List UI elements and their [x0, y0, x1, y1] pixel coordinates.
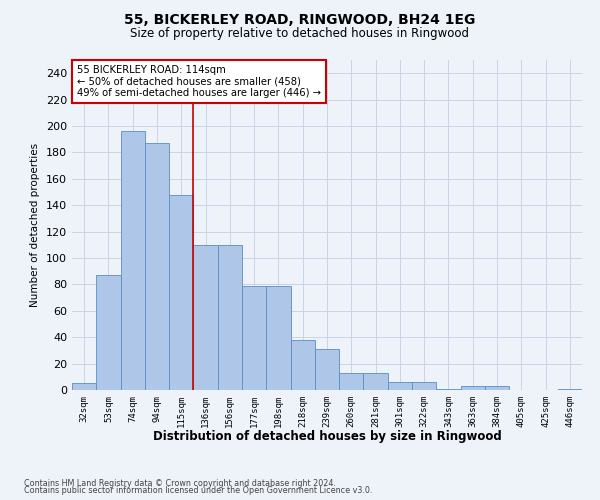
Bar — [96, 275, 121, 390]
Text: 55, BICKERLEY ROAD, RINGWOOD, BH24 1EG: 55, BICKERLEY ROAD, RINGWOOD, BH24 1EG — [124, 12, 476, 26]
Text: Contains HM Land Registry data © Crown copyright and database right 2024.: Contains HM Land Registry data © Crown c… — [24, 478, 336, 488]
X-axis label: Distribution of detached houses by size in Ringwood: Distribution of detached houses by size … — [152, 430, 502, 443]
Bar — [145, 143, 169, 390]
Text: 55 BICKERLEY ROAD: 114sqm
← 50% of detached houses are smaller (458)
49% of semi: 55 BICKERLEY ROAD: 114sqm ← 50% of detac… — [77, 65, 321, 98]
Bar — [121, 132, 145, 390]
Bar — [315, 349, 339, 390]
Bar — [169, 194, 193, 390]
Y-axis label: Number of detached properties: Number of detached properties — [31, 143, 40, 307]
Text: Contains public sector information licensed under the Open Government Licence v3: Contains public sector information licen… — [24, 486, 373, 495]
Bar — [412, 382, 436, 390]
Bar — [461, 386, 485, 390]
Bar — [193, 245, 218, 390]
Bar — [485, 386, 509, 390]
Bar — [290, 340, 315, 390]
Bar — [339, 373, 364, 390]
Text: Size of property relative to detached houses in Ringwood: Size of property relative to detached ho… — [131, 28, 470, 40]
Bar — [388, 382, 412, 390]
Bar — [364, 373, 388, 390]
Bar — [218, 245, 242, 390]
Bar — [72, 384, 96, 390]
Bar — [242, 286, 266, 390]
Bar — [558, 388, 582, 390]
Bar — [436, 388, 461, 390]
Bar — [266, 286, 290, 390]
